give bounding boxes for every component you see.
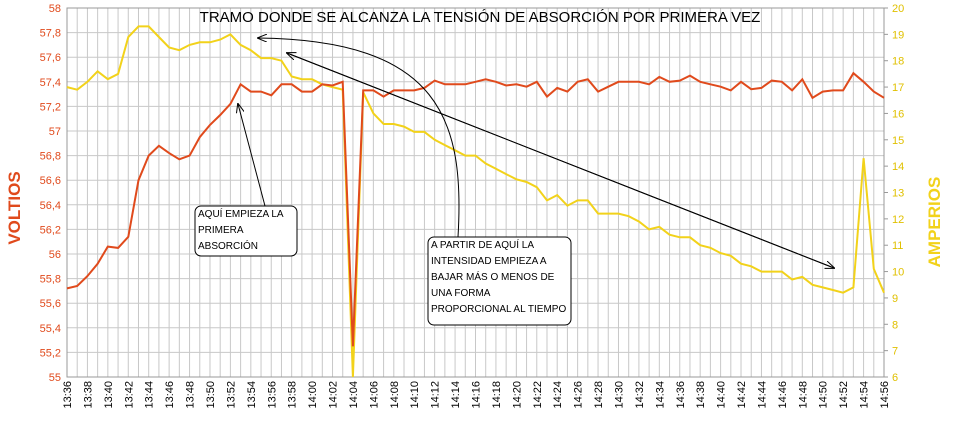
y-tick-label: 58 — [49, 3, 61, 15]
x-tick-label: 14:54 — [859, 381, 871, 409]
x-tick-label: 13:44 — [144, 381, 156, 409]
y-tick-label: 56,6 — [40, 175, 61, 187]
y2-tick-label: 17 — [892, 82, 904, 94]
x-tick-label: 14:38 — [695, 381, 707, 409]
series-line — [66, 25, 885, 378]
lines — [66, 25, 885, 378]
y-tick-label: 55,2 — [40, 347, 61, 359]
y2-tick-label: 20 — [892, 3, 904, 15]
x-tick-label: 14:10 — [409, 381, 421, 409]
y2-tick-label: 12 — [892, 214, 904, 226]
x-tick-label: 14:40 — [716, 381, 728, 409]
x-tick-label: 14:08 — [389, 381, 401, 409]
x-tick-label: 14:44 — [756, 381, 768, 409]
y2-axis-label: AMPERIOS — [925, 177, 944, 268]
y2-tick-label: 11 — [892, 240, 903, 252]
y-tick-label: 55,4 — [40, 323, 61, 335]
annotation-box — [427, 236, 572, 326]
x-tick-label: 14:34 — [654, 381, 666, 409]
y-tick-label: 56,8 — [40, 151, 61, 163]
annotation-box — [194, 205, 298, 257]
x-tick-label: 14:06 — [368, 381, 380, 409]
x-tick-label: 14:36 — [675, 381, 687, 409]
x-tick-label: 14:14 — [450, 381, 462, 409]
x-tick-label: 14:42 — [736, 381, 748, 409]
x-tick-label: 13:42 — [123, 381, 135, 409]
y-tick-label: 57,4 — [40, 77, 61, 89]
annotation-text: PROPORCIONAL AL TIEMPO — [431, 304, 566, 315]
arrows — [238, 38, 834, 268]
annotation-text: BAJAR MÁS O MENOS DE — [431, 270, 555, 283]
annotation-text: UNA FORMA — [431, 288, 491, 299]
x-tick-label: 14:02 — [328, 381, 340, 409]
y-tick-label: 56,4 — [40, 200, 61, 212]
y2-tick-label: 8 — [892, 319, 898, 331]
x-tick-label: 14:18 — [491, 381, 503, 409]
y-tick-label: 57 — [49, 126, 61, 138]
x-tick-label: 14:30 — [613, 381, 625, 409]
y2-tick-label: 18 — [892, 56, 904, 68]
y-tick-label: 57,6 — [40, 52, 61, 64]
x-tick-label: 14:52 — [838, 381, 850, 409]
x-tick-label: 13:50 — [205, 381, 217, 409]
x-tick-label: 14:46 — [777, 381, 789, 409]
y-axis-label: VOLTIOS — [5, 171, 24, 244]
x-tick-label: 14:04 — [348, 381, 360, 409]
y2-tick-label: 19 — [892, 29, 904, 41]
x-tick-label: 14:56 — [879, 381, 891, 409]
arrow — [286, 52, 834, 268]
x-tick-label: 14:26 — [573, 381, 585, 409]
annotations: AQUÍ EMPIEZA LA PRIMERA ABSORCIÓN A PARTIR … — [194, 205, 572, 326]
annotation-text: AQUÍ EMPIEZA LA — [198, 207, 284, 220]
x-tick-label: 14:00 — [307, 381, 319, 409]
x-tick-label: 14:16 — [471, 381, 483, 409]
y2-tick-label: 7 — [892, 346, 898, 358]
x-tick-label: 13:36 — [62, 381, 74, 409]
x-tick-label: 13:52 — [225, 381, 237, 409]
x-tick-label: 14:32 — [634, 381, 646, 409]
y-tick-label: 55 — [49, 372, 61, 384]
annotation-text: INTENSIDAD EMPIEZA A — [431, 256, 547, 267]
y2-tick-label: 15 — [892, 135, 904, 147]
arrow — [258, 38, 460, 238]
y-tick-label: 56,2 — [40, 224, 61, 236]
arrow — [238, 104, 266, 207]
annotation-text: ABSORCIÓN — [198, 239, 258, 252]
series-line — [66, 71, 885, 347]
y-tick-label: 55,6 — [40, 298, 61, 310]
y-tick-label: 56 — [49, 249, 61, 261]
x-tick-label: 14:12 — [430, 381, 442, 409]
y-tick-label: 57,8 — [40, 28, 61, 40]
x-tick-label: 13:48 — [185, 381, 197, 409]
x-tick-label: 13:54 — [246, 381, 258, 409]
y-tick-label: 55,8 — [40, 274, 61, 286]
annotation-text: A PARTIR DE AQUÍ LA — [431, 238, 534, 251]
y-tick-label: 57,2 — [40, 101, 61, 113]
x-tick-label: 14:22 — [532, 381, 544, 409]
x-tick-label: 14:20 — [511, 381, 523, 409]
x-tick-label: 13:58 — [287, 381, 299, 409]
x-tick-label: 13:56 — [266, 381, 278, 409]
x-tick-label: 14:50 — [818, 381, 830, 409]
y2-tick-label: 6 — [892, 372, 898, 384]
x-tick-label: 14:24 — [552, 381, 564, 409]
y2-tick-label: 14 — [892, 161, 904, 173]
x-tick-label: 14:48 — [797, 381, 809, 409]
y2-tick-label: 16 — [892, 108, 904, 120]
annotation-text: PRIMERA — [198, 225, 244, 236]
x-tick-label: 13:38 — [82, 381, 94, 409]
y2-tick-label: 10 — [892, 267, 904, 279]
x-tick-label: 13:46 — [164, 381, 176, 409]
y2-tick-label: 13 — [892, 188, 904, 200]
x-tick-label: 14:28 — [593, 381, 605, 409]
x-tick-label: 13:40 — [103, 381, 115, 409]
y2-tick-label: 9 — [892, 293, 898, 305]
chart-title: TRAMO DONDE SE ALCANZA LA TENSIÓN DE ABS… — [200, 9, 761, 26]
